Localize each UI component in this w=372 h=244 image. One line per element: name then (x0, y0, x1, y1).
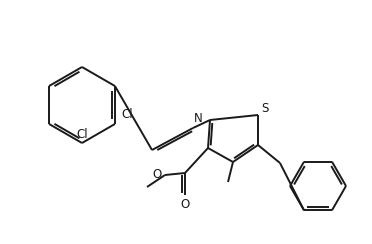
Text: N: N (193, 112, 202, 125)
Text: Cl: Cl (121, 109, 133, 122)
Text: O: O (180, 197, 190, 211)
Text: O: O (153, 169, 161, 182)
Text: S: S (261, 102, 269, 114)
Text: Cl: Cl (76, 128, 88, 141)
